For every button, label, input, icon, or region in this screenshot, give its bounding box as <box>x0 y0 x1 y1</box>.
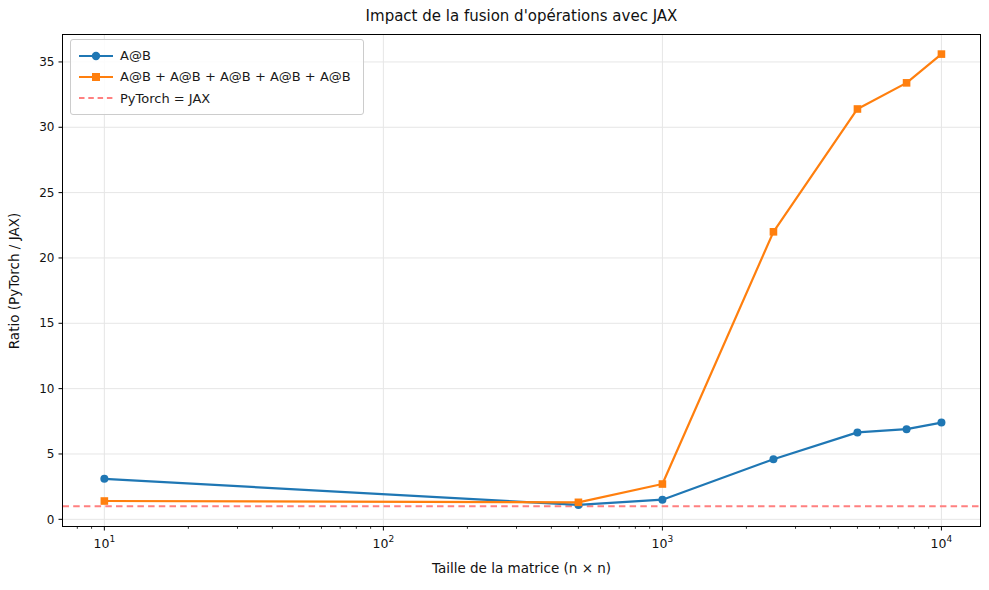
chart-title: Impact de la fusion d'opérations avec JA… <box>62 7 981 25</box>
legend-label: A@B <box>120 48 151 63</box>
data-point-marker <box>903 79 911 87</box>
data-point-marker <box>853 428 861 436</box>
y-tick-label: 0 <box>47 513 55 527</box>
legend-sample-line-circle-icon <box>78 48 114 64</box>
series-0 <box>100 419 945 509</box>
y-tick-label: 30 <box>39 120 54 134</box>
data-point-marker <box>101 497 109 505</box>
data-point-marker <box>658 496 666 504</box>
x-tick-label: 101 <box>94 534 116 551</box>
data-point-marker <box>938 50 946 58</box>
x-tick-label: 102 <box>373 534 395 551</box>
figure: 0 5 10 15 20 25 30 35 101 102 103 104 Impact de la … <box>0 0 989 590</box>
y-tick-label: 20 <box>39 251 54 265</box>
y-tick-label: 25 <box>39 186 54 200</box>
y-axis-label: Ratio (PyTorch / JAX) <box>6 213 22 349</box>
data-point-marker <box>937 419 945 427</box>
legend-item-series-1: A@B + A@B + A@B + A@B + A@B <box>78 66 351 87</box>
x-tick-label: 104 <box>931 534 953 551</box>
legend-item-series-0: A@B <box>78 45 351 66</box>
axes-ticks: 0 5 10 15 20 25 30 35 101 102 103 104 <box>39 55 952 551</box>
legend-sample-line-square-icon <box>78 69 114 85</box>
data-point-marker <box>770 228 778 236</box>
x-axis-label: Taille de la matrice (n × n) <box>62 560 981 576</box>
legend-label: A@B + A@B + A@B + A@B + A@B <box>120 69 351 84</box>
data-point-marker <box>903 425 911 433</box>
data-point-marker <box>769 455 777 463</box>
data-point-marker <box>659 480 667 488</box>
x-tick-label: 103 <box>652 534 674 551</box>
y-tick-label: 35 <box>39 55 54 69</box>
data-point-marker <box>100 475 108 483</box>
legend-item-reference-line: PyTorch = JAX <box>78 88 351 109</box>
y-tick-label: 15 <box>39 316 54 330</box>
y-tick-label: 10 <box>39 382 54 396</box>
data-point-marker <box>854 105 862 113</box>
data-point-marker <box>575 499 583 507</box>
legend-sample-dashed-line-icon <box>78 90 114 106</box>
legend-label: PyTorch = JAX <box>120 91 210 106</box>
legend: A@B A@B + A@B + A@B + A@B + A@B PyTorch … <box>70 39 364 115</box>
series-1 <box>101 50 946 506</box>
y-tick-label: 5 <box>47 447 55 461</box>
